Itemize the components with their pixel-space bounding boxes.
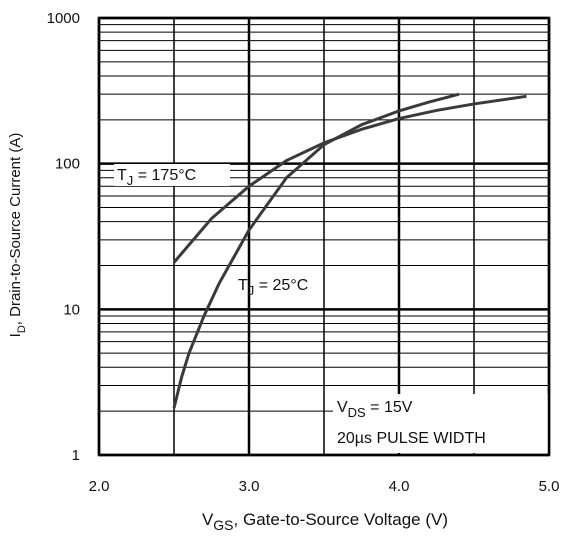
annotation: VDS = 15V	[337, 399, 413, 420]
x-label-rest: , Gate-to-Source Voltage (V)	[234, 510, 449, 529]
annotation-main: V	[337, 399, 348, 416]
y-axis-label: ID, Drain-to-Source Current (A)	[7, 133, 28, 338]
annotation-text: 20µs PULSE WIDTH	[337, 430, 486, 447]
annotation-sub: J	[127, 173, 134, 188]
annotation: TJ = 25°C	[238, 277, 308, 298]
y-tick-label: 1000	[47, 10, 80, 27]
annotation-sub: DS	[348, 405, 366, 420]
annotation-main: T	[117, 167, 127, 184]
y-label-main: I	[7, 333, 24, 337]
y-tick-label: 1	[72, 447, 80, 464]
y-label-rest: , Drain-to-Source Current (A)	[7, 133, 24, 326]
x-tick-label: 4.0	[389, 478, 410, 495]
x-label-main: V	[202, 510, 214, 529]
label-background	[333, 394, 548, 453]
annotation-main: T	[238, 277, 248, 294]
annotation-rest: = 175°C	[133, 167, 196, 184]
x-tick-label: 5.0	[539, 478, 560, 495]
x-axis-label: VGS, Gate-to-Source Voltage (V)	[202, 510, 448, 533]
annotation: 20µs PULSE WIDTH	[337, 430, 486, 447]
y-tick-label: 10	[63, 301, 80, 318]
x-tick-label: 2.0	[89, 478, 110, 495]
series-line	[172, 92, 460, 409]
annotation: TJ = 175°C	[117, 167, 196, 188]
y-label-sub: D	[16, 325, 28, 333]
y-tick-label: 100	[55, 156, 80, 173]
plot-frame	[97, 16, 551, 457]
x-label-sub: GS	[213, 517, 233, 533]
x-tick-label: 3.0	[239, 478, 260, 495]
annotation-rest: = 15V	[366, 399, 413, 416]
annotation-sub: J	[248, 283, 255, 298]
label-background	[114, 164, 230, 186]
annotation-rest: = 25°C	[254, 277, 308, 294]
